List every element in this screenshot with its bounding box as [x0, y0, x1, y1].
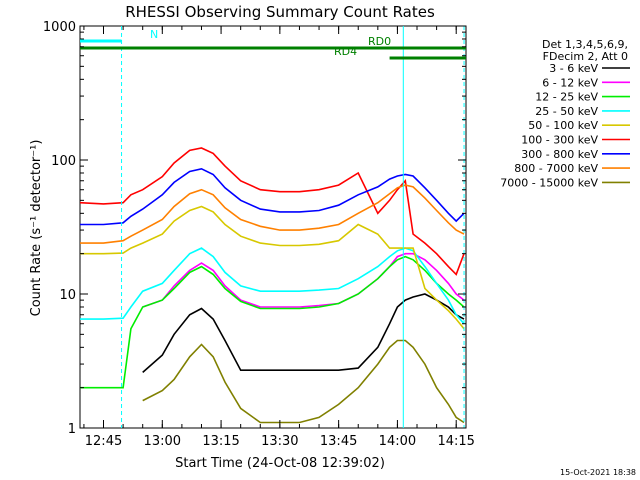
- x-tick-label: 13:00: [144, 434, 181, 449]
- plot-frame: [79, 25, 467, 429]
- annotation-label: N: [150, 28, 158, 41]
- chart-title: RHESSI Observing Summary Count Rates: [125, 3, 435, 21]
- x-tick-label: 13:30: [261, 434, 298, 449]
- plot-area: N RD0 RD4: [79, 25, 467, 429]
- legend: Det 1,3,4,5,6,9,FDecim 2, Att 03 - 6 keV…: [500, 38, 630, 189]
- series-line: [80, 205, 465, 330]
- series-line: [79, 147, 465, 276]
- annotation-label: RD0: [368, 35, 391, 48]
- series-line: [80, 184, 465, 244]
- y-tick-label: 1000: [43, 20, 76, 35]
- x-tick-label: 14:00: [379, 434, 416, 449]
- legend-header: FDecim 2, Att 0: [543, 50, 628, 63]
- y-tick-label: 1: [68, 422, 76, 437]
- y-tick-label: 10: [59, 288, 76, 303]
- x-tick-label: 12:45: [85, 434, 122, 449]
- legend-entry: 3 - 6 keV: [549, 62, 598, 75]
- legend-entry: 50 - 100 keV: [528, 119, 598, 132]
- legend-entry: 100 - 300 keV: [521, 134, 598, 147]
- series-line: [80, 255, 465, 389]
- series-line: [142, 339, 465, 424]
- y-tick-label: 100: [51, 154, 76, 169]
- x-axis: 12:45 13:00 13:15 13:30 13:45 14:00 14:15: [83, 26, 475, 449]
- y-axis: 1 10 100 1000: [43, 20, 466, 437]
- legend-header: Det 1,3,4,5,6,9,: [542, 38, 628, 51]
- x-tick-label: 14:15: [437, 434, 474, 449]
- series-line: [80, 167, 465, 226]
- legend-entry: 7000 - 15000 keV: [500, 176, 598, 189]
- series-line: [142, 293, 465, 373]
- y-axis-label: Count Rate (s⁻¹ detector⁻¹): [29, 140, 44, 317]
- x-tick-label: 13:45: [320, 434, 357, 449]
- legend-entry: 800 - 7000 keV: [514, 162, 598, 175]
- series-line: [80, 247, 465, 325]
- legend-entry: 6 - 12 keV: [542, 76, 598, 89]
- annotation-label: RD4: [334, 45, 357, 58]
- timestamp: 15-Oct-2021 18:38: [560, 468, 636, 477]
- x-tick-label: 13:15: [202, 434, 239, 449]
- legend-entry: 25 - 50 keV: [535, 105, 598, 118]
- legend-entry: 300 - 800 keV: [521, 148, 598, 161]
- x-axis-label: Start Time (24-Oct-08 12:39:02): [175, 456, 385, 471]
- legend-entry: 12 - 25 keV: [535, 91, 598, 104]
